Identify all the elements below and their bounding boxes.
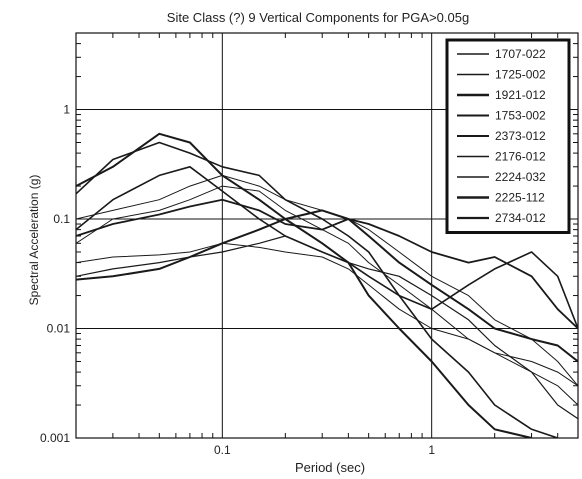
plot-area: 0.1 1 0.001 0.01 0.1 1 [40,32,579,457]
series-line-1753-002 [76,141,558,438]
series-line-1725-002 [76,235,578,420]
y-tick-label: 0.1 [53,212,70,226]
series-line-2734-012 [76,198,578,330]
x-tick-label: 0.1 [214,443,231,457]
legend-entry: 1707-022 [495,47,546,61]
y-axis-label: Spectral Acceleration (g) [27,175,41,306]
series-line-2225-112 [76,132,532,438]
legend-entry: 1921-012 [495,88,546,102]
legend-entry: 2373-012 [495,129,546,143]
x-axis-label: Period (sec) [295,460,365,475]
x-tick-label: 1 [428,443,435,457]
chart-title: Site Class (?) 9 Vertical Components for… [167,10,469,25]
legend-entry: 1753-002 [495,109,546,123]
y-tick-label: 1 [63,103,70,117]
series-group [76,132,578,438]
legend-entry: 2176-012 [495,150,546,164]
legend: 1707-022 1725-002 1921-012 1753-002 2373-012… [445,38,571,234]
legend-entry: 2225-112 [495,191,545,205]
legend-entry: 2224-032 [495,170,546,184]
y-tick-label: 0.01 [47,322,71,336]
legend-entry: 2734-012 [495,211,546,225]
series-line-1707-022 [76,242,578,387]
legend-entry: 1725-002 [495,68,546,82]
series-line-2176-012 [76,185,578,406]
y-tick-label: 0.001 [40,431,70,445]
